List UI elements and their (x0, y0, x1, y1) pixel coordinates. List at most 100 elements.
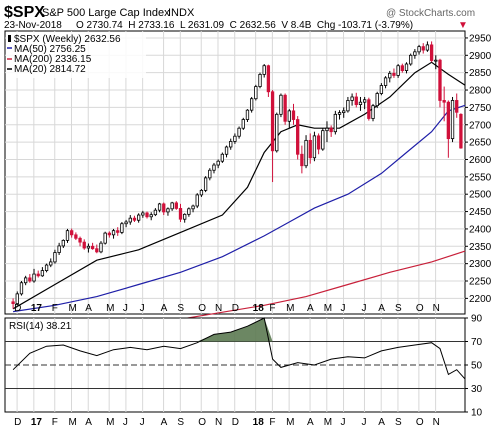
candle-body (287, 110, 291, 122)
candle (308, 133, 312, 164)
candle (44, 263, 49, 273)
candle-body (212, 164, 216, 171)
candle-body (316, 135, 321, 150)
legend-label-ma200: MA(200) 2336.15 (14, 54, 92, 65)
candle-body (107, 232, 112, 236)
candle-body (358, 101, 363, 106)
date-label: 23-Nov-2018 (4, 20, 62, 31)
price-y-axis: 2200 2250 2300 2350 2400 2450 2500 2550 2600 2650… (465, 33, 492, 305)
candle (254, 84, 258, 101)
candle (103, 231, 107, 245)
price-y-tick-label: 2550 (469, 172, 492, 183)
candle (245, 109, 250, 122)
candle-body (279, 94, 283, 115)
candle-body (49, 261, 53, 266)
candle-body (425, 44, 430, 51)
candle (178, 203, 183, 222)
candle (409, 53, 413, 66)
candle-body (304, 139, 308, 167)
candle (195, 193, 199, 209)
candle-body (199, 189, 204, 196)
candle-body (178, 208, 183, 220)
candle-body (40, 270, 45, 277)
candle (237, 126, 241, 139)
candle (333, 110, 338, 135)
candle (82, 239, 86, 250)
candle (78, 236, 82, 247)
candle (371, 103, 375, 122)
candle-body (262, 65, 266, 75)
candle-body (434, 59, 438, 62)
candle (396, 63, 400, 78)
candle-body (195, 194, 199, 207)
candle-body (136, 214, 141, 221)
candle (111, 228, 116, 239)
candle-body (28, 277, 32, 282)
candle-body (32, 273, 36, 282)
rsi-x-tick-label: S (177, 417, 184, 428)
ma20-line (12, 61, 466, 310)
candle-body (321, 130, 325, 150)
candle-body (229, 141, 233, 148)
rsi-y-tick-label: 50 (471, 361, 483, 372)
price-y-tick-label: 2400 (469, 224, 492, 235)
price-x-tick-label: M (106, 303, 114, 314)
rsi-x-tick-label: A (161, 417, 168, 428)
candle (413, 49, 417, 59)
candle (61, 239, 65, 249)
candle-body (23, 277, 28, 284)
candle (11, 298, 15, 309)
candle-body (157, 203, 162, 211)
price-y-tick-label: 2850 (469, 68, 492, 79)
candle-body (95, 248, 99, 253)
candle (425, 41, 430, 52)
candle (49, 258, 53, 268)
index-name: S&P 500 Large Cap Index (42, 7, 170, 19)
rsi-x-tick-label: J (123, 417, 128, 428)
legend-item-ma20: MA(20) 2814.72 (7, 64, 86, 75)
candle (358, 96, 363, 111)
price-x-tick-label: N (433, 303, 440, 314)
candle-body (367, 99, 371, 119)
candle (145, 211, 149, 219)
candle-body (245, 109, 250, 120)
candle (233, 133, 237, 144)
candle (40, 267, 45, 277)
candle (191, 204, 195, 213)
candle (249, 96, 254, 113)
candle-body (191, 205, 195, 210)
candle (124, 219, 128, 228)
candle-body (124, 221, 128, 225)
candle (296, 116, 300, 160)
rsi-x-tick-label: F (269, 417, 275, 428)
candle-legend-icon (8, 35, 11, 42)
candle (367, 97, 371, 121)
candle (375, 91, 379, 109)
candle (346, 96, 350, 113)
price-y-tick-label: 2200 (469, 294, 492, 305)
candle-body (224, 146, 229, 155)
candle-body (145, 212, 149, 218)
candle-body (429, 44, 434, 61)
rsi-y-tick-label: 10 (471, 408, 483, 419)
candle-body (166, 208, 170, 213)
candle-body (417, 46, 421, 53)
candle-body (53, 252, 57, 263)
price-x-tick-label: M (324, 303, 332, 314)
candle (350, 93, 354, 106)
candle (450, 96, 455, 143)
candle (287, 109, 291, 129)
candle-body (183, 213, 187, 220)
candle-body (241, 119, 245, 129)
price-y-tick-label: 2800 (469, 86, 492, 97)
candle-body (300, 153, 304, 167)
candle-body (237, 127, 241, 137)
candle-body (296, 119, 300, 155)
candle-body (254, 86, 258, 100)
candle-body (375, 93, 379, 107)
candle (19, 281, 24, 296)
candle (36, 270, 40, 278)
rsi-x-tick-label: O (416, 417, 424, 428)
candle (220, 152, 225, 163)
